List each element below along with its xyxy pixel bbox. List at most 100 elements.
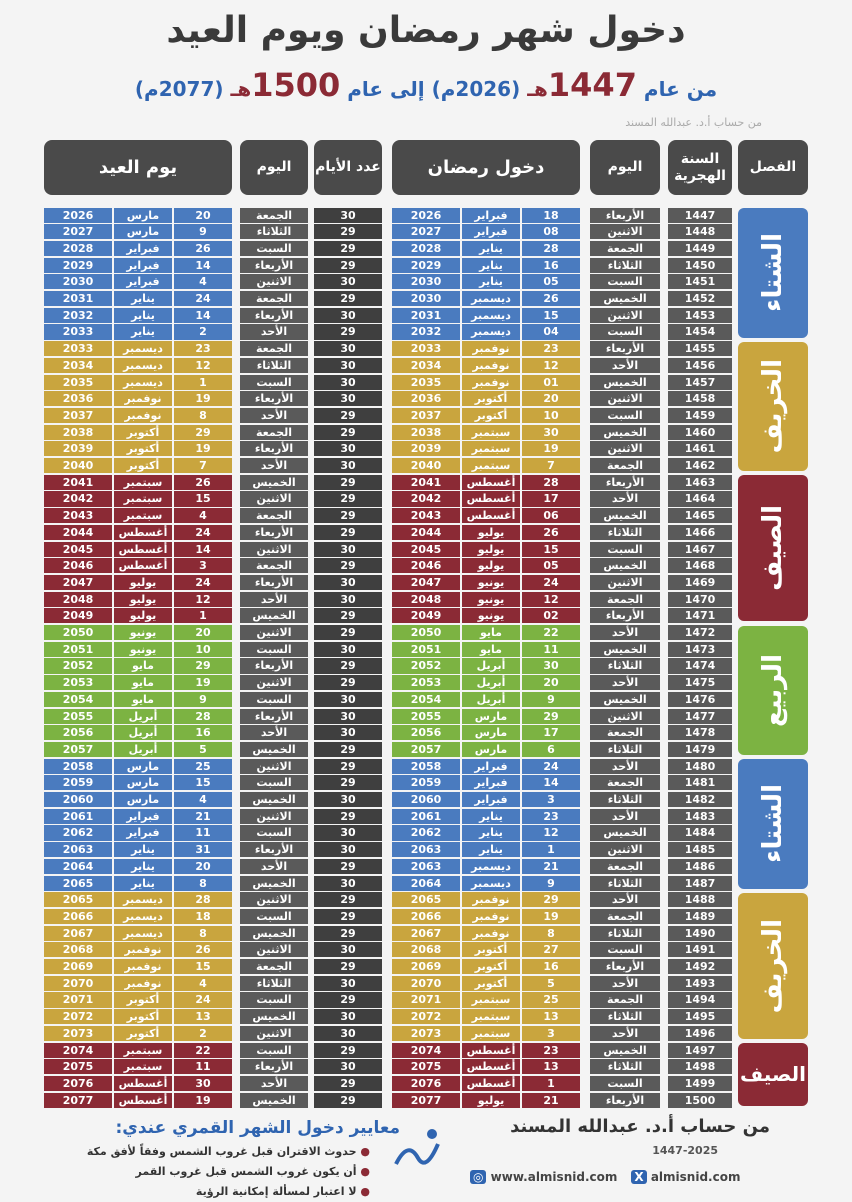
table-cell: فبراير [462, 775, 520, 791]
table-cell: 2076 [392, 1075, 460, 1092]
table-cell: 30 [314, 975, 382, 991]
table-cell: سبتمبر [462, 441, 520, 457]
x-handle-text: almisnid.com [650, 1170, 741, 1184]
table-cell: أغسطس [462, 1075, 520, 1092]
table-cell: 29 [314, 758, 382, 774]
table-cell: الثلاثاء [590, 741, 660, 758]
table-cell: 2059 [44, 775, 112, 791]
table-cell: 15 [174, 959, 232, 975]
table-cell: 2064 [392, 875, 460, 891]
title: دخول شهر رمضان ويوم العيد [166, 10, 686, 51]
table-cell: يناير [114, 307, 172, 323]
table-cell: 8 [522, 925, 580, 941]
table-cell: 29 [314, 224, 382, 240]
table-cell: أغسطس [114, 541, 172, 557]
table-cell: 02 [522, 608, 580, 624]
table-cell: الجمعة [240, 558, 308, 574]
table-cell: 29 [314, 892, 382, 908]
website[interactable]: ◎ www.almisnid.com [470, 1170, 617, 1184]
table-cell: السبت [240, 775, 308, 791]
table-cell: الأحد [590, 675, 660, 691]
table-cell: الأربعاء [590, 341, 660, 357]
table-cell: 2066 [44, 908, 112, 925]
table-cell: 2058 [44, 758, 112, 774]
table-cell: 1464 [668, 491, 732, 507]
table-cell: 2055 [392, 708, 460, 724]
table-cell: 14 [522, 775, 580, 791]
table-cell: سبتمبر [114, 474, 172, 490]
table-cell: أكتوبر [114, 1025, 172, 1041]
column-header: الفصل [738, 140, 808, 195]
season-block: الصيف [738, 1043, 808, 1106]
table-cell: 1494 [668, 992, 732, 1008]
table-cell: السبت [590, 942, 660, 958]
table-cell: الاثنين [590, 574, 660, 591]
table-cell: 2062 [44, 825, 112, 841]
table-cell: الأحد [590, 1025, 660, 1041]
table-cell: 30 [522, 658, 580, 674]
table-cell: 30 [314, 458, 382, 474]
table-cell: 2068 [392, 942, 460, 958]
table-cell: 2038 [392, 424, 460, 440]
table-cell: 1477 [668, 708, 732, 724]
table-cell: فبراير [114, 808, 172, 824]
table-cell: 2042 [392, 491, 460, 507]
table-cell: يونيو [462, 574, 520, 591]
table-cell: الخميس [240, 1009, 308, 1025]
table-cell: 20 [522, 391, 580, 407]
table-cell: أكتوبر [462, 942, 520, 958]
table-cell: الجمعة [240, 207, 308, 223]
table-cell: 16 [522, 959, 580, 975]
table-cell: الأحد [590, 357, 660, 373]
table-cell: مارس [114, 224, 172, 240]
table-cell: 1456 [668, 357, 732, 373]
table-cell: الخميس [590, 508, 660, 524]
table-cell: يوليو [462, 541, 520, 557]
table-cell: 6 [522, 741, 580, 758]
table-cell: الجمعة [590, 992, 660, 1008]
table-cell: 2047 [44, 574, 112, 591]
table-cell: 2034 [44, 357, 112, 373]
table-cell: 30 [314, 1059, 382, 1075]
table-cell: 20 [174, 625, 232, 641]
table-cell: 25 [522, 992, 580, 1008]
table-cell: يوليو [114, 608, 172, 624]
table-cell: 1473 [668, 641, 732, 657]
table-cell: 2053 [44, 675, 112, 691]
table-cell: أغسطس [114, 558, 172, 574]
table-cell: 1465 [668, 508, 732, 524]
table-cell: 2033 [392, 341, 460, 357]
x-handle[interactable]: X almisnid.com [631, 1170, 740, 1184]
season-name: الشتاء [758, 233, 788, 313]
table-cell: 23 [522, 1042, 580, 1058]
table-cell: 13 [522, 1009, 580, 1025]
table-cell: 29 [174, 424, 232, 440]
table-cell: 23 [522, 808, 580, 824]
table-cell: الاثنين [590, 842, 660, 858]
table-cell: 2064 [44, 858, 112, 874]
table-cell: الخميس [240, 925, 308, 941]
table-cell: 2051 [392, 641, 460, 657]
column-header: دخول رمضان [392, 140, 580, 195]
table-cell: يناير [114, 291, 172, 307]
table-cell: 2034 [392, 357, 460, 373]
table-cell: 18 [522, 207, 580, 223]
table-cell: الجمعة [240, 508, 308, 524]
table-cell: الاثنين [590, 307, 660, 323]
table-cell: أبريل [462, 691, 520, 707]
season-block: الخريف [738, 892, 808, 1039]
table-cell: السبت [240, 825, 308, 841]
table-cell: مارس [462, 725, 520, 741]
table-cell: الاثنين [240, 758, 308, 774]
table-cell: 9 [174, 224, 232, 240]
table-cell: 4 [174, 274, 232, 290]
logo [394, 1129, 440, 1165]
table-cell: 19 [174, 675, 232, 691]
table-cell: الخميس [590, 558, 660, 574]
table-cell: ديسمبر [462, 291, 520, 307]
table-cell: الثلاثاء [590, 1059, 660, 1075]
table-cell: 29 [314, 491, 382, 507]
table-cell: 2030 [392, 274, 460, 290]
table-cell: الخميس [240, 608, 308, 624]
table-cell: نوفمبر [114, 391, 172, 407]
